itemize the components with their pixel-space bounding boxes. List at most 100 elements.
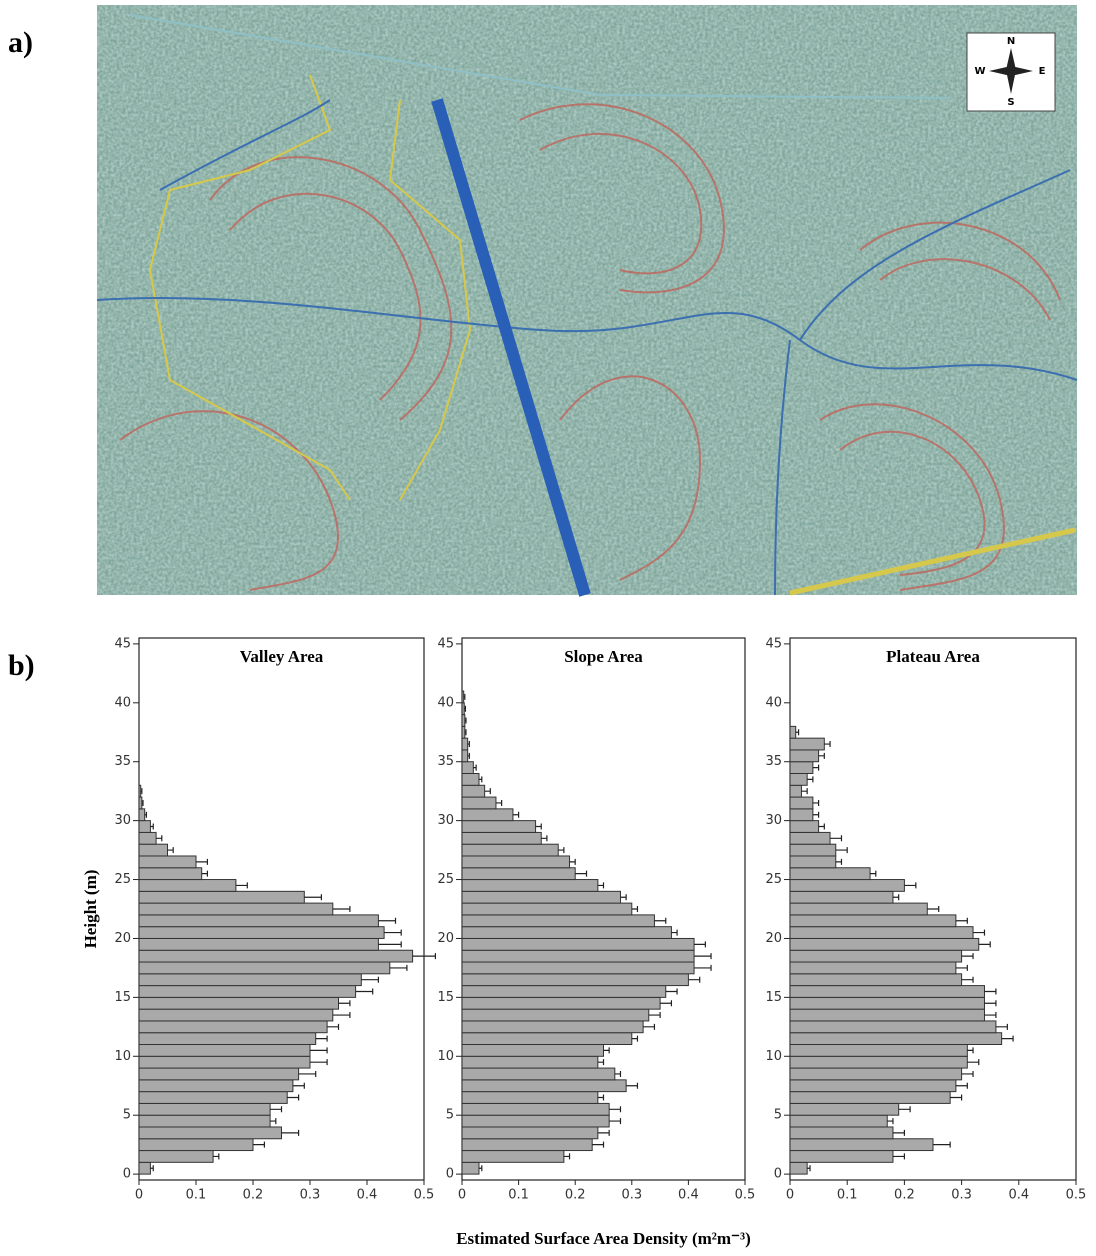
panel-label: a) <box>8 26 33 59</box>
bar <box>138 1161 151 1175</box>
bar <box>789 820 820 833</box>
error-bar <box>603 1047 610 1054</box>
bar <box>789 985 985 998</box>
bar <box>789 1150 894 1163</box>
bar <box>461 867 576 881</box>
error-bar <box>609 1106 622 1113</box>
bar <box>461 714 466 727</box>
bar <box>138 996 339 1010</box>
error-bar <box>144 811 148 818</box>
error-bar <box>801 788 808 795</box>
error-bar <box>484 788 491 795</box>
error-bar <box>463 693 466 700</box>
error-bar <box>597 1094 605 1101</box>
y-tick-label: 35 <box>437 754 454 769</box>
y-tick-label: 35 <box>114 754 131 769</box>
error-bar <box>558 847 565 854</box>
error-bar <box>150 1165 154 1172</box>
bar <box>789 1161 808 1175</box>
bar <box>461 773 480 786</box>
bar <box>789 1008 985 1022</box>
error-bar <box>412 953 436 960</box>
bar <box>789 867 871 881</box>
error-bar <box>464 717 467 724</box>
bar <box>461 796 497 810</box>
error-bar <box>150 823 154 830</box>
aerial-photo: N S E W <box>96 5 1078 597</box>
x-tick-label: 0.2 <box>243 1188 264 1203</box>
error-bar <box>563 1153 571 1160</box>
error-bar <box>631 1035 639 1042</box>
error-bar <box>887 1118 894 1125</box>
bar <box>461 808 514 822</box>
error-bar <box>378 917 397 924</box>
bar <box>138 808 146 822</box>
bar <box>138 796 143 810</box>
bar <box>789 1079 957 1093</box>
panel-title: Valley Area <box>240 647 324 666</box>
bar <box>461 890 621 904</box>
error-bar <box>892 1153 905 1160</box>
bar <box>789 1044 968 1057</box>
error-bar <box>898 1106 911 1113</box>
bar <box>461 1079 627 1093</box>
error-bar <box>609 1118 622 1125</box>
error-bar <box>955 1082 968 1089</box>
error-bar <box>614 1070 622 1077</box>
error-bar <box>361 976 379 983</box>
error-bar <box>464 729 467 736</box>
error-bar <box>807 1165 811 1172</box>
y-tick-label: 5 <box>446 1108 454 1123</box>
bar <box>461 1032 633 1046</box>
bar <box>138 902 334 916</box>
bar <box>461 1138 593 1152</box>
x-tick-label: 0 <box>786 1188 794 1203</box>
bar <box>461 725 466 739</box>
y-tick-label: 0 <box>774 1167 782 1182</box>
error-bar <box>995 1023 1008 1030</box>
panel-title: Slope Area <box>564 647 643 666</box>
error-bar <box>955 964 968 971</box>
bar <box>789 879 905 892</box>
bar <box>138 949 414 963</box>
bar <box>138 1008 334 1022</box>
error-bar <box>478 776 483 783</box>
error-bar <box>270 1106 283 1113</box>
bar <box>461 831 542 845</box>
x-tick-label: 0.3 <box>300 1188 321 1203</box>
bar <box>789 949 963 963</box>
bar <box>789 784 802 798</box>
y-tick-label: 30 <box>765 813 782 828</box>
bar <box>789 937 980 951</box>
bar <box>789 761 814 775</box>
bar <box>461 702 465 716</box>
bar <box>461 1126 599 1140</box>
error-bar <box>253 1141 265 1148</box>
error-bar <box>643 1023 656 1030</box>
error-bar <box>467 741 470 748</box>
error-bar <box>835 858 843 865</box>
bar <box>461 902 633 916</box>
y-tick-label: 25 <box>114 872 131 887</box>
bar <box>461 843 559 857</box>
bar <box>138 1091 288 1104</box>
bar <box>789 902 928 916</box>
bar <box>789 926 974 939</box>
bar <box>789 737 825 751</box>
error-bar <box>235 882 248 889</box>
error-bar <box>287 1094 300 1101</box>
error-bar <box>660 1000 673 1007</box>
error-bar <box>984 988 997 995</box>
bar <box>789 973 963 987</box>
bar <box>138 985 357 998</box>
bar <box>138 1150 214 1163</box>
bar <box>461 690 465 704</box>
bar <box>138 1055 311 1069</box>
y-tick-label: 5 <box>123 1108 131 1123</box>
error-bar <box>1001 1035 1014 1042</box>
error-bar <box>478 1165 483 1172</box>
y-tick-label: 20 <box>437 931 454 946</box>
error-bar <box>973 929 986 936</box>
bar <box>789 843 837 857</box>
